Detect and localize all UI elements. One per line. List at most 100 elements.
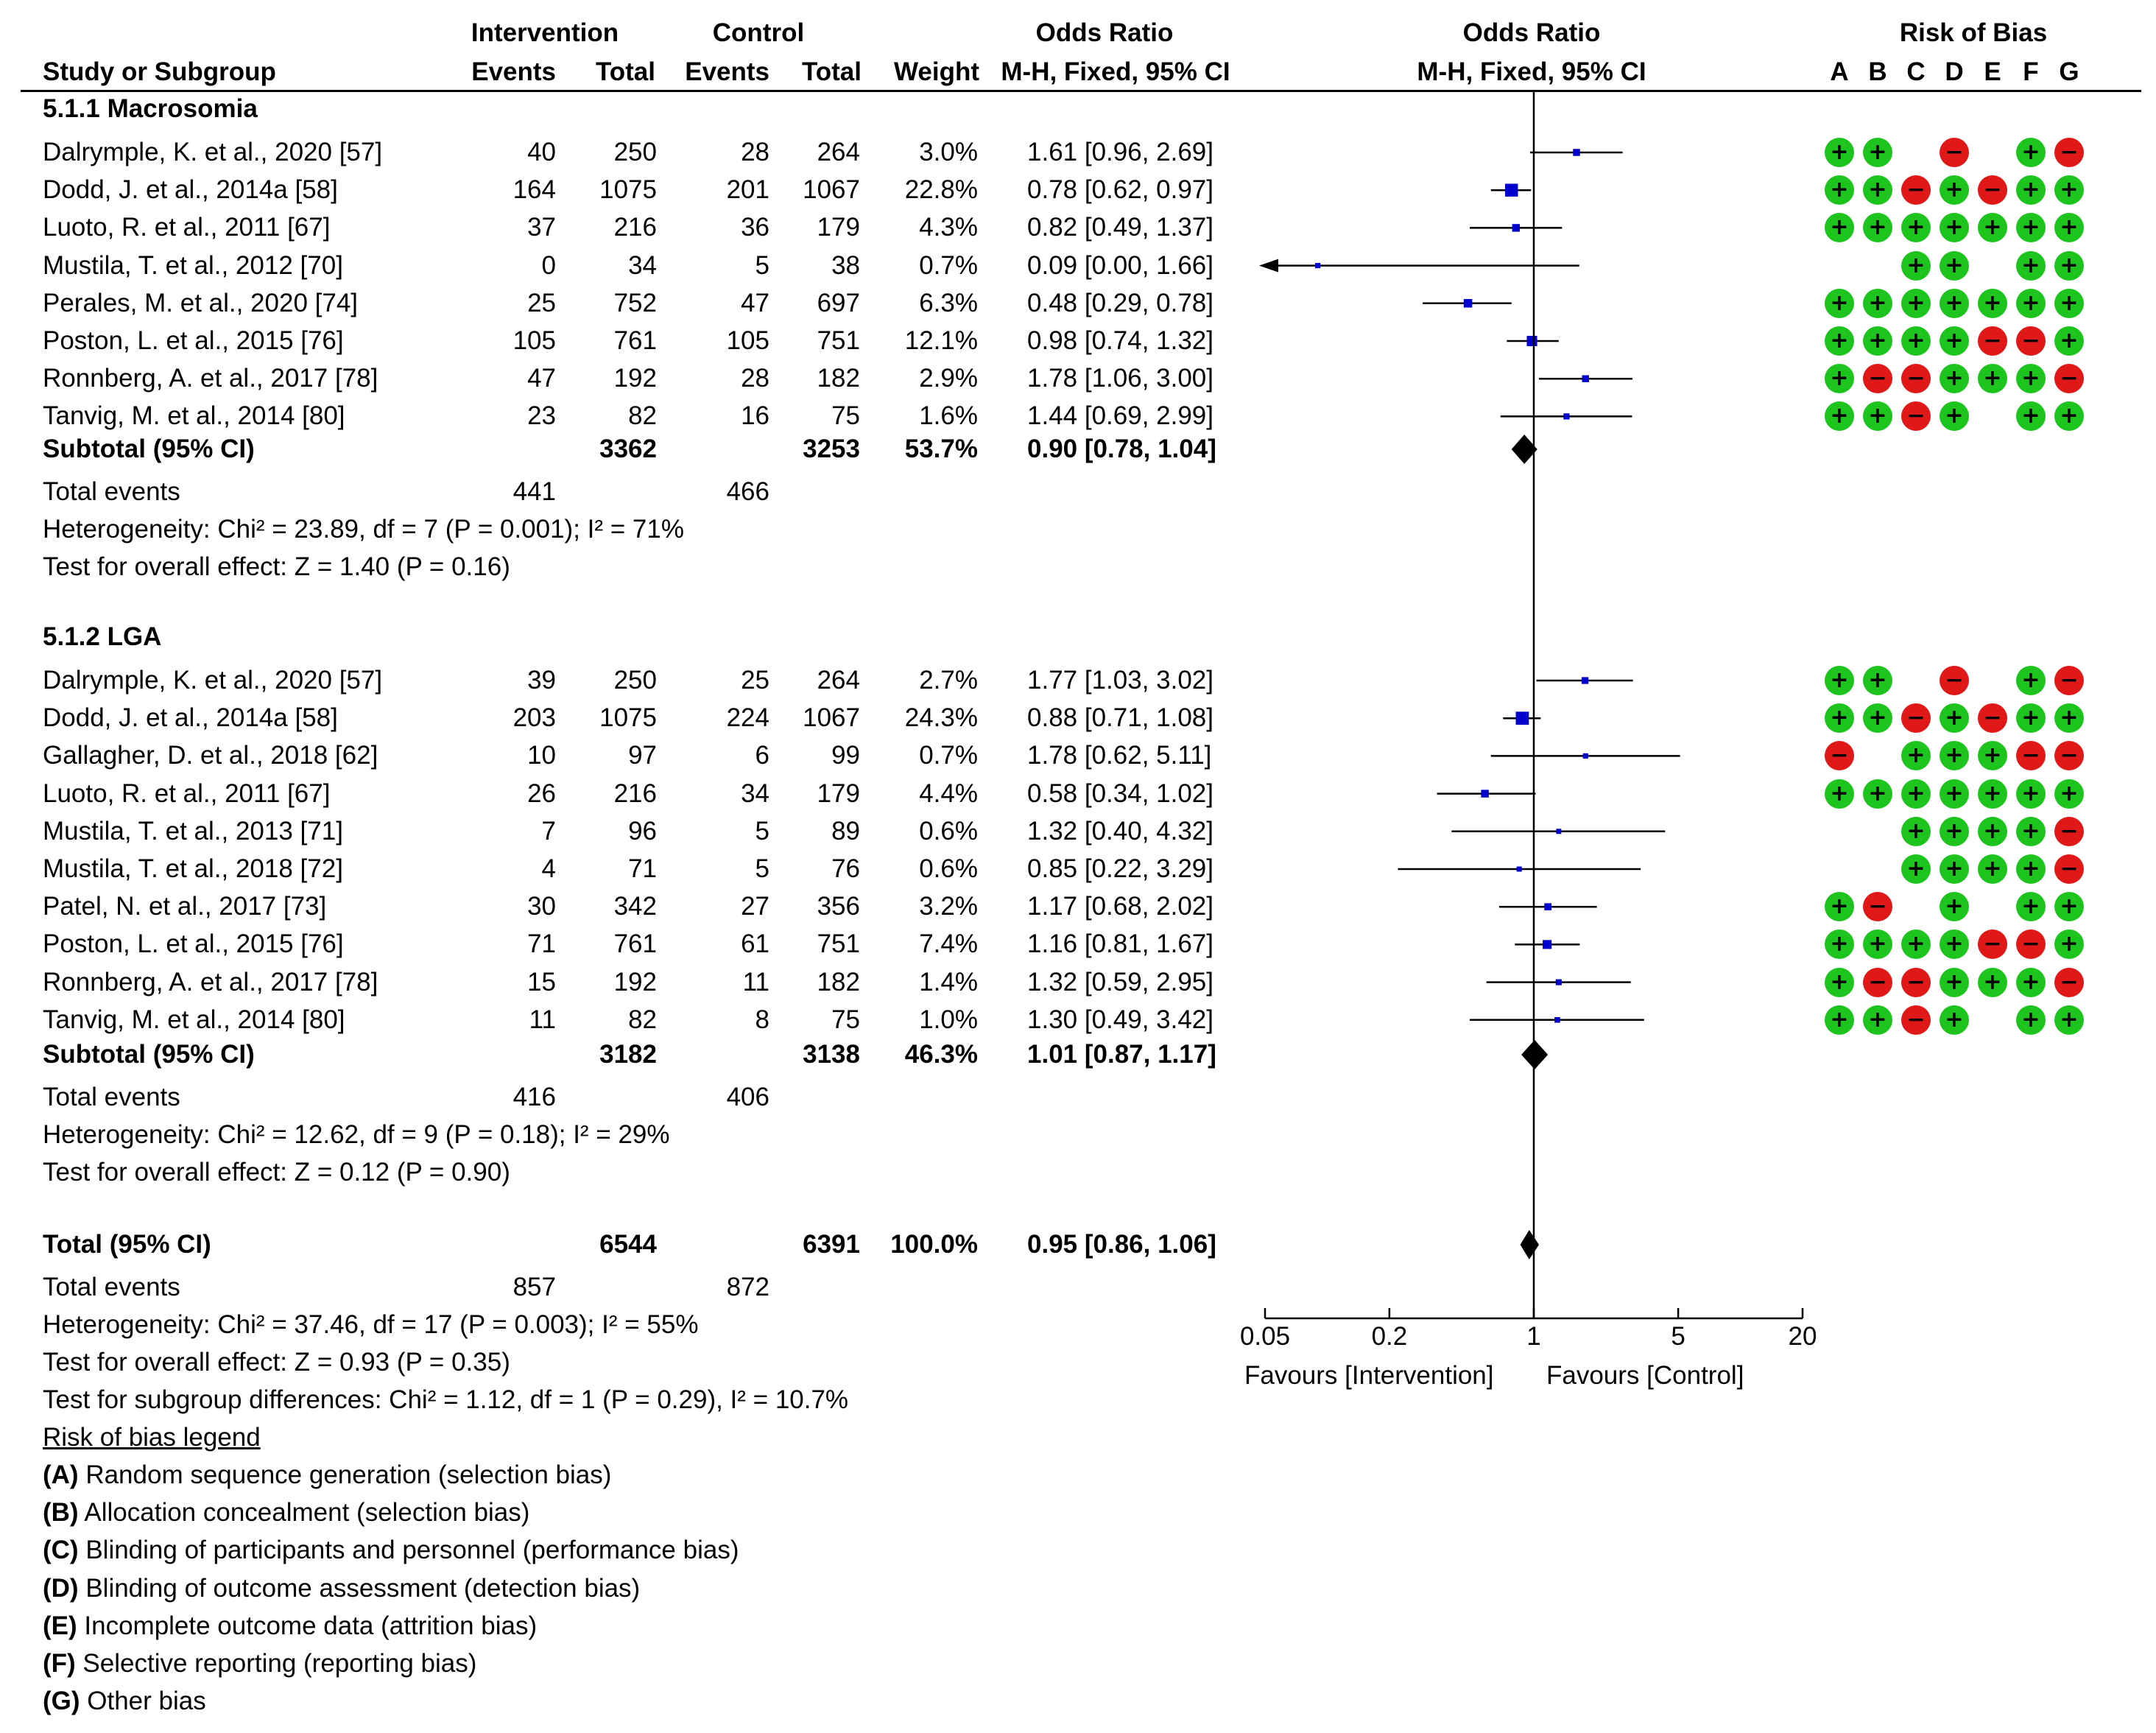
rob-dot-f: +	[2016, 138, 2046, 167]
rob-dot-a: +	[1825, 778, 1854, 809]
rob-dot-f: +	[2016, 364, 2046, 394]
control-events: 61	[741, 929, 769, 959]
rob-dot-a: +	[1825, 929, 1854, 960]
intervention-total: 1075	[599, 175, 657, 205]
control-events: 8	[755, 1005, 769, 1034]
study-weight: 6.3%	[919, 288, 978, 317]
study-weight: 3.2%	[919, 892, 978, 921]
intervention-events: 105	[512, 326, 556, 355]
intervention-total: 342	[613, 892, 657, 921]
rob-dot-a: +	[1825, 175, 1854, 205]
rob-column-title: Risk of Bias	[1899, 18, 2048, 47]
study-weight: 22.8%	[904, 175, 978, 205]
legend-item: (D) Blinding of outcome assessment (dete…	[43, 1572, 640, 1606]
rob-dot-g: −	[2054, 138, 2084, 167]
intervention-total: 71	[628, 854, 657, 883]
rob-dot-f: +	[2016, 213, 2046, 243]
intervention-total: 192	[613, 364, 657, 393]
control-events-header: Events	[685, 57, 769, 86]
legend-key: (G)	[43, 1687, 80, 1716]
legend-text: Random sequence generation (selection bi…	[78, 1460, 612, 1489]
subtotal-label: Subtotal (95% CI)	[43, 435, 255, 463]
control-total: 264	[817, 666, 860, 695]
study-weight: 4.4%	[919, 778, 978, 808]
effect-square	[1573, 149, 1580, 156]
rob-dot-b: +	[1863, 138, 1892, 167]
control-events: 34	[741, 778, 769, 808]
rob-dot-b: +	[1863, 213, 1892, 243]
rob-dot-c: +	[1901, 741, 1931, 771]
control-total: 179	[817, 778, 860, 808]
rob-dot-d: +	[1940, 288, 1969, 318]
control-events: 36	[741, 213, 769, 242]
intervention-events: 37	[527, 213, 556, 242]
rob-dot-d: +	[1940, 929, 1969, 960]
intervention-events: 47	[527, 364, 556, 393]
subgroup-difference-text: Test for subgroup differences: Chi² = 1.…	[43, 1385, 849, 1414]
rob-dot-e: −	[1978, 326, 2007, 356]
odds-ratio-ci: 0.88 [0.71, 1.08]	[1027, 703, 1213, 733]
study-name: Dodd, J. et al., 2014a [58]	[43, 175, 338, 205]
study-weight: 1.4%	[919, 967, 978, 996]
subgroup-title: 5.1.2 LGA	[43, 622, 162, 651]
legend-key: (E)	[43, 1611, 77, 1640]
intervention-events: 26	[527, 778, 556, 808]
control-events: 5	[755, 816, 769, 846]
odds-ratio-ci: 1.78 [1.06, 3.00]	[1027, 364, 1213, 393]
rob-dot-e: +	[1978, 967, 2007, 997]
x-tick-label: 0.2	[1371, 1322, 1408, 1351]
control-total: 751	[817, 929, 860, 959]
control-total: 179	[817, 213, 860, 242]
effect-square	[1554, 1017, 1560, 1023]
intervention-total: 250	[613, 138, 657, 166]
rob-dot-a: +	[1825, 666, 1854, 695]
odds-ratio-ci: 0.78 [0.62, 0.97]	[1027, 175, 1213, 205]
control-events: 105	[726, 326, 769, 355]
legend-key: (F)	[43, 1649, 76, 1678]
rob-dot-g: +	[2054, 288, 2084, 318]
rob-dot-e: +	[1978, 364, 2007, 394]
overall-effect-text: Test for overall effect: Z = 1.40 (P = 0…	[43, 552, 510, 581]
legend-item: (E) Incomplete outcome data (attrition b…	[43, 1609, 537, 1643]
total-weight: 100.0%	[890, 1230, 978, 1259]
effect-square	[1581, 677, 1589, 684]
intervention-total: 216	[613, 213, 657, 242]
rob-dot-f: +	[2016, 666, 2046, 695]
intervention-total: 192	[613, 967, 657, 996]
subtotal-label: Subtotal (95% CI)	[43, 1040, 255, 1069]
intervention-events-header: Events	[471, 57, 556, 86]
rob-dot-f: +	[2016, 967, 2046, 997]
rob-dot-d: +	[1940, 741, 1969, 771]
rob-dot-a: +	[1825, 967, 1854, 997]
rob-dot-c: −	[1901, 175, 1931, 205]
intervention-events: 40	[527, 138, 556, 166]
study-weight: 0.7%	[919, 250, 978, 280]
intervention-events: 39	[527, 666, 556, 695]
rob-dot-c: +	[1901, 250, 1931, 281]
intervention-total: 82	[628, 401, 657, 431]
rob-dot-g: −	[2054, 854, 2084, 884]
rob-dot-g: +	[2054, 778, 2084, 809]
grand-heterogeneity-text: Heterogeneity: Chi² = 37.46, df = 17 (P …	[43, 1310, 699, 1339]
study-name: Ronnberg, A. et al., 2017 [78]	[43, 967, 378, 996]
total-events-control: 466	[726, 477, 769, 506]
rob-letter-g: G	[2059, 57, 2079, 86]
effect-square	[1505, 183, 1518, 197]
intervention-events: 25	[527, 288, 556, 317]
rob-dot-b: +	[1863, 401, 1892, 432]
odds-ratio-ci: 0.09 [0.00, 1.66]	[1027, 250, 1213, 280]
legend-key: (D)	[43, 1573, 79, 1603]
study-name: Dalrymple, K. et al., 2020 [57]	[43, 138, 383, 166]
study-weight: 4.3%	[919, 213, 978, 242]
rob-dot-g: +	[2054, 401, 2084, 432]
rob-dot-b: +	[1863, 929, 1892, 960]
total-events-intervention: 416	[512, 1083, 556, 1111]
rob-dot-g: −	[2054, 816, 2084, 846]
control-total: 697	[817, 288, 860, 317]
control-events: 11	[742, 967, 769, 996]
legend-title: Risk of bias legend	[43, 1423, 261, 1452]
effect-square	[1315, 263, 1321, 269]
rob-dot-d: −	[1940, 666, 1969, 695]
control-events: 27	[741, 892, 769, 921]
